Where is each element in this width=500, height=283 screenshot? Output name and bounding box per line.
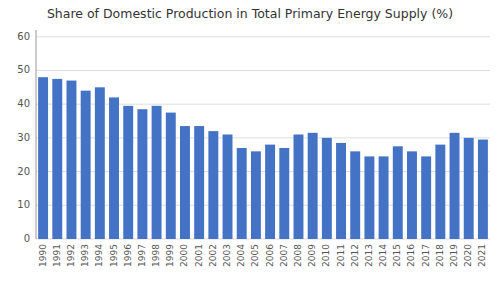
- bar: [52, 79, 62, 239]
- bar: [435, 145, 445, 239]
- x-tick-label: 2015: [392, 244, 402, 267]
- y-tick-label: 30: [17, 132, 30, 143]
- x-tick-label: 2003: [222, 244, 232, 267]
- x-tick-label: 2007: [279, 244, 289, 267]
- x-tick-label: 2009: [307, 244, 317, 267]
- bar: [478, 140, 488, 239]
- y-tick-label: 10: [17, 199, 30, 210]
- x-tick-label: 2005: [250, 244, 260, 267]
- x-tick-label: 2002: [208, 244, 218, 267]
- bar: [421, 156, 431, 239]
- y-tick-label: 40: [17, 98, 30, 109]
- bar: [123, 106, 133, 239]
- x-tick-label: 1999: [165, 244, 175, 267]
- x-tick-label: 1996: [123, 244, 133, 267]
- bar: [38, 77, 48, 239]
- bar: [223, 135, 233, 240]
- grid-line: [36, 70, 490, 71]
- bar: [379, 156, 389, 239]
- y-tick-label: 60: [17, 31, 30, 42]
- x-tick-label: 1998: [151, 244, 161, 267]
- x-tick-label: 2006: [265, 244, 275, 267]
- bar: [208, 131, 218, 239]
- x-tick-label: 1992: [66, 244, 76, 267]
- bar: [166, 113, 176, 239]
- x-tick-label: 2004: [236, 244, 246, 267]
- bar: [336, 143, 346, 239]
- bar: [350, 151, 360, 239]
- bar: [237, 148, 247, 239]
- bar: [251, 151, 261, 239]
- bar: [322, 138, 332, 239]
- x-tick-label: 1997: [137, 244, 147, 267]
- bars: [38, 77, 488, 239]
- bar: [464, 138, 474, 239]
- y-tick-label: 20: [17, 166, 30, 177]
- x-tick-label: 2000: [179, 244, 189, 267]
- y-axis-line: [36, 30, 37, 239]
- x-tick-label: 2008: [293, 244, 303, 267]
- x-tick-label: 2018: [435, 244, 445, 267]
- x-tick-label: 2021: [477, 244, 487, 267]
- x-tick-label: 2017: [421, 244, 431, 267]
- y-tick-label: 0: [24, 233, 30, 244]
- x-tick-label: 2020: [463, 244, 473, 267]
- bar: [393, 146, 403, 239]
- bar: [180, 126, 190, 239]
- y-tick-label: 50: [17, 64, 30, 75]
- bar: [152, 106, 162, 239]
- x-tick-label: 1993: [80, 244, 90, 267]
- x-tick-label: 1990: [38, 244, 48, 267]
- grid-line: [36, 36, 490, 37]
- chart: 0 10 20 30 40 50 60 1990 1991 1992 1993 1994 1995 199…: [0, 0, 500, 283]
- bar: [364, 156, 374, 239]
- bar: [95, 87, 105, 239]
- x-tick-label: 2012: [350, 244, 360, 267]
- bar: [294, 135, 304, 240]
- bar: [407, 151, 417, 239]
- bar: [194, 126, 204, 239]
- bar: [450, 133, 460, 239]
- x-tick-label: 2011: [336, 244, 346, 267]
- x-tick-label: 1995: [109, 244, 119, 267]
- x-tick-label: 1991: [52, 244, 62, 267]
- bar: [265, 145, 275, 239]
- x-tick-label: 2019: [449, 244, 459, 267]
- x-tick-label: 2001: [194, 244, 204, 267]
- bar: [308, 133, 318, 239]
- bar: [109, 97, 119, 239]
- title: Share of Domestic Production in Total Pr…: [47, 6, 453, 21]
- x-tick-label: 2010: [321, 244, 331, 267]
- y-grid: [36, 37, 490, 239]
- bar: [279, 148, 289, 239]
- x-tick-label: 2016: [406, 244, 416, 267]
- x-tick-label: 2013: [364, 244, 374, 267]
- bar: [81, 91, 91, 239]
- bar: [137, 109, 147, 239]
- x-tick-label: 2014: [378, 244, 388, 267]
- x-tick-label: 1994: [94, 244, 104, 267]
- bar: [67, 81, 77, 239]
